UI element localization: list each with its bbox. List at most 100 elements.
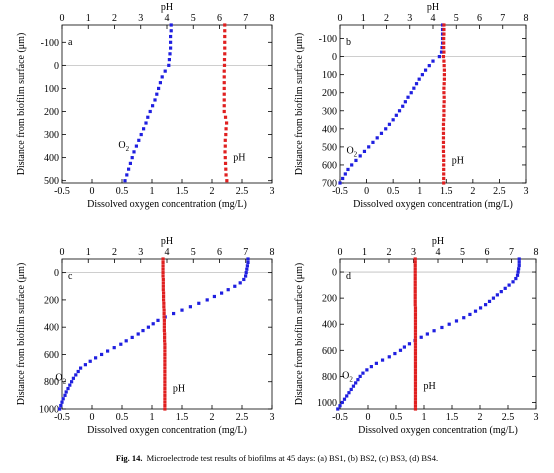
y-tick-label: 400 bbox=[44, 323, 59, 334]
o2-point bbox=[169, 40, 173, 44]
ph-point bbox=[413, 407, 418, 411]
x-tick-label: 2 bbox=[210, 412, 215, 423]
o2-subscript: 2 bbox=[126, 145, 130, 153]
top-x-tick-label: 5 bbox=[191, 13, 196, 24]
x-tick-label: 3 bbox=[270, 412, 275, 423]
top-x-tick-label: 0 bbox=[338, 247, 343, 258]
ph-point bbox=[413, 342, 418, 346]
o2-point bbox=[491, 296, 496, 300]
ph-point bbox=[413, 270, 417, 274]
ph-point bbox=[162, 325, 166, 329]
ph-point bbox=[161, 257, 165, 261]
top-x-tick-label: 7 bbox=[243, 13, 248, 24]
o2-point bbox=[409, 91, 413, 95]
ph-point bbox=[442, 163, 446, 167]
x-tick-label: 1.5 bbox=[440, 186, 453, 197]
top-x-axis-title: pH bbox=[161, 2, 173, 13]
ph-point bbox=[223, 29, 227, 33]
y-tick-label: 200 bbox=[44, 295, 59, 306]
top-x-tick-label: 7 bbox=[509, 247, 514, 258]
ph-point bbox=[413, 338, 418, 343]
ph-point bbox=[441, 140, 446, 144]
ph-point bbox=[223, 40, 227, 44]
ph-point bbox=[442, 32, 446, 36]
x-tick-label: 1 bbox=[150, 412, 155, 423]
o2-point bbox=[132, 150, 136, 154]
o2-point bbox=[358, 154, 362, 158]
y-tick-label: 200 bbox=[44, 107, 59, 118]
o2-point bbox=[374, 361, 378, 365]
x-tick-label: 2.5 bbox=[236, 412, 249, 423]
x-tick-label: 2.5 bbox=[493, 186, 506, 197]
ph-point bbox=[163, 356, 167, 360]
plot-frame bbox=[339, 258, 537, 410]
top-x-tick-label: 5 bbox=[454, 13, 459, 24]
ph-point bbox=[442, 50, 446, 54]
top-x-tick-label: 1 bbox=[86, 247, 91, 258]
ph-point bbox=[413, 316, 418, 320]
o2-point bbox=[61, 397, 65, 401]
o2-point bbox=[169, 23, 173, 27]
ph-point bbox=[223, 46, 227, 50]
x-tick-label: 2 bbox=[210, 186, 215, 197]
ph-point bbox=[413, 361, 418, 365]
y-tick-label: 800 bbox=[322, 372, 337, 383]
ph-point bbox=[224, 121, 229, 125]
ph-point bbox=[442, 167, 446, 172]
ph-point bbox=[161, 271, 165, 275]
o2-subscript: 2 bbox=[63, 377, 67, 385]
top-x-tick-label: 4 bbox=[165, 247, 170, 258]
ph-point bbox=[442, 73, 446, 77]
o2-point bbox=[345, 394, 349, 398]
ph-point bbox=[441, 131, 446, 135]
o2-point bbox=[127, 167, 131, 171]
o2-point bbox=[387, 355, 391, 359]
top-x-tick-label: 3 bbox=[138, 247, 143, 258]
o2-point bbox=[233, 284, 237, 288]
ph-point bbox=[413, 335, 418, 339]
o2-point bbox=[369, 365, 373, 369]
o2-point bbox=[59, 403, 63, 408]
top-x-tick-label: 1 bbox=[361, 13, 366, 24]
o2-point bbox=[391, 118, 395, 122]
o2-point bbox=[517, 257, 521, 261]
y-tick-label: 300 bbox=[322, 106, 337, 117]
ph-point bbox=[224, 127, 228, 131]
o2-point bbox=[60, 400, 64, 404]
o2-point bbox=[358, 374, 362, 378]
o2-point bbox=[484, 303, 488, 307]
ph-point bbox=[161, 281, 165, 285]
ph-point bbox=[442, 113, 446, 117]
ph-point bbox=[163, 366, 167, 370]
x-axis-title: Dissolved oxygen concentration (mg/L) bbox=[87, 425, 247, 436]
o2-point bbox=[398, 348, 403, 352]
ph-point bbox=[222, 75, 226, 79]
ph-point bbox=[162, 328, 166, 333]
o2-point bbox=[163, 69, 167, 73]
o2-point bbox=[347, 391, 351, 395]
top-x-tick-label: 2 bbox=[387, 247, 392, 258]
ph-point bbox=[222, 57, 227, 62]
o2-point bbox=[403, 100, 407, 104]
top-x-tick-label: 5 bbox=[191, 247, 196, 258]
o2-point bbox=[168, 52, 172, 56]
ph-point bbox=[163, 339, 167, 343]
o2-point bbox=[365, 368, 369, 372]
x-tick-label: 3 bbox=[534, 412, 539, 423]
ph-point bbox=[223, 144, 227, 148]
top-x-tick-label: 2 bbox=[112, 13, 117, 24]
o2-point bbox=[160, 75, 164, 79]
o2-point bbox=[503, 286, 507, 290]
o2-point bbox=[354, 158, 358, 163]
y-tick-label: 400 bbox=[322, 320, 337, 331]
ph-point bbox=[163, 342, 167, 346]
o2-point bbox=[158, 81, 162, 85]
o2-point bbox=[130, 156, 134, 160]
x-tick-label: 0 bbox=[90, 186, 95, 197]
o2-point bbox=[417, 77, 421, 81]
o2-point bbox=[351, 384, 356, 388]
ph-point bbox=[161, 284, 165, 288]
o2-point bbox=[514, 276, 518, 281]
o2-point bbox=[423, 68, 428, 72]
ph-point bbox=[161, 298, 166, 302]
